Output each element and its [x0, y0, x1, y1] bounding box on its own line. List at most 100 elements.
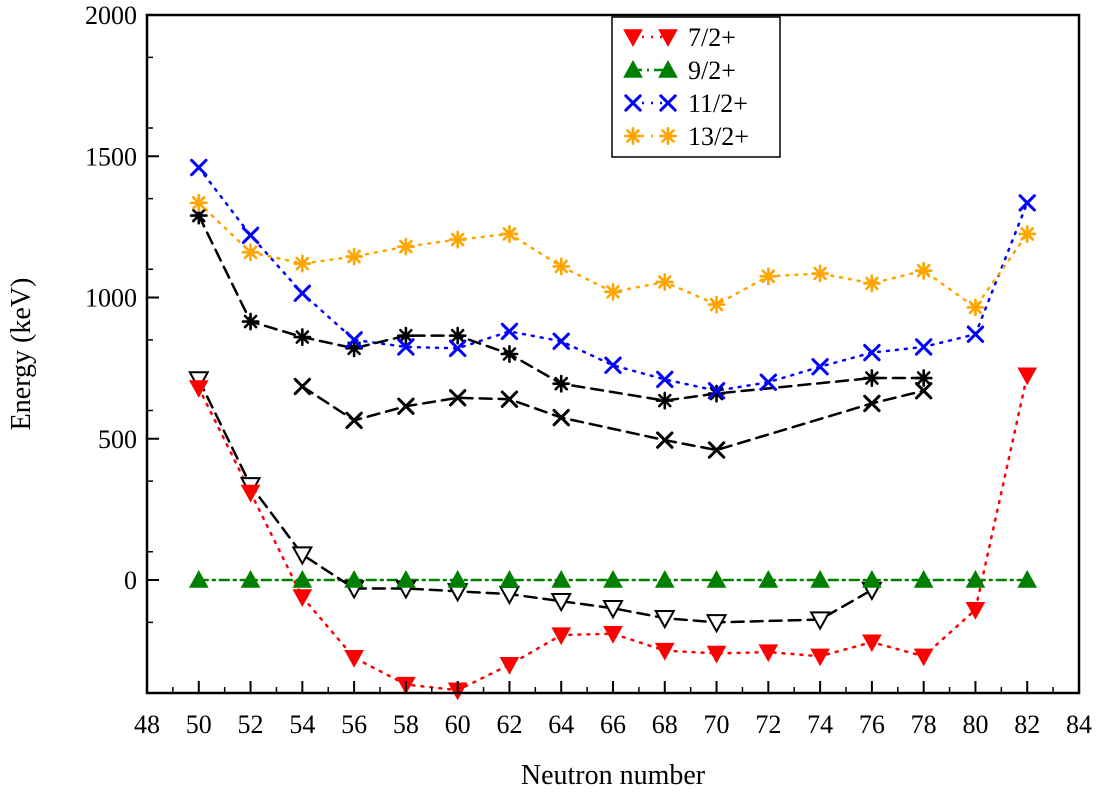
data-point-s1-12 [810, 569, 830, 588]
data-point-s4-9 [707, 384, 726, 403]
data-point-s0-11 [758, 644, 779, 663]
legend-marker-a-0 [623, 29, 643, 48]
data-point-s1-1 [240, 569, 261, 588]
y-tick-label-4: 2000 [85, 1, 137, 30]
data-point-s0-14 [913, 648, 934, 667]
legend-label-3: 13/2+ [688, 122, 749, 151]
data-point-s5-7 [707, 441, 726, 459]
data-point-s2-2 [293, 284, 312, 302]
x-tick-label-12: 72 [755, 710, 781, 739]
data-point-s3-6 [500, 224, 519, 243]
data-point-s3-16 [1018, 224, 1037, 243]
x-tick-label-1: 50 [186, 710, 212, 739]
x-tick-label-7: 62 [496, 710, 522, 739]
data-point-s3-14 [914, 261, 933, 280]
tick-labels-layer: 48 50 52 54 56 58 60 62 64 66 68 70 72 74 76 78 80 82 84 0 5… [85, 1, 1092, 739]
data-point-s5-4 [500, 390, 519, 408]
y-tick-label-0: 0 [124, 566, 137, 595]
legend-label-0: 7/2+ [688, 23, 736, 52]
legend-entries: 7/2+ 9/2+ 11/2+ 13/2+ [623, 23, 749, 151]
data-point-s1-6 [499, 569, 520, 588]
y-tick-label-1: 500 [98, 425, 137, 454]
y-axis-title: Energy (keV) [6, 278, 37, 431]
data-point-s2-3 [345, 331, 363, 349]
data-point-s2-12 [811, 358, 829, 376]
data-point-s2-9 [656, 370, 674, 389]
data-point-s0-1 [240, 484, 261, 503]
data-point-s6-11 [809, 611, 831, 631]
data-point-s2-13 [863, 343, 881, 362]
data-point-s5-5 [552, 408, 570, 427]
x-tick-label-10: 68 [652, 710, 678, 739]
data-point-s6-2 [291, 546, 314, 566]
data-point-s1-11 [758, 569, 779, 588]
data-point-s4-8 [655, 391, 674, 410]
data-point-s2-14 [914, 338, 933, 356]
data-point-s0-6 [499, 657, 520, 675]
data-point-s2-5 [448, 339, 467, 358]
data-point-s4-10 [862, 369, 881, 387]
data-point-s3-12 [811, 264, 830, 283]
data-point-s1-13 [862, 569, 882, 588]
x-tick-label-14: 76 [859, 710, 885, 739]
data-point-s3-2 [293, 254, 312, 273]
x-tick-label-5: 58 [393, 710, 419, 739]
y-tick-label-2: 1000 [85, 284, 137, 313]
legend-marker-a-3 [624, 127, 642, 145]
legend-marker-b-3 [659, 127, 677, 145]
data-point-s6-8 [602, 600, 624, 620]
legend-marker-b-0 [658, 29, 678, 48]
data-point-s6-10 [705, 614, 728, 634]
data-point-s1-16 [1017, 569, 1038, 588]
data-point-s3-0 [189, 193, 208, 212]
data-point-s0-0 [188, 380, 209, 398]
x-tick-label-4: 56 [341, 710, 367, 739]
data-point-s1-9 [654, 569, 675, 588]
data-point-s2-16 [1018, 194, 1036, 212]
data-point-s1-2 [292, 569, 313, 588]
data-point-s4-2 [293, 328, 312, 346]
data-point-s6-7 [550, 592, 572, 613]
legend-label-2: 11/2+ [688, 89, 748, 118]
x-tick-label-8: 64 [548, 710, 574, 739]
legend-marker-b-1 [658, 59, 678, 78]
data-point-s4-4 [396, 326, 415, 345]
data-point-s0-15 [965, 601, 986, 620]
data-point-s1-15 [965, 569, 986, 588]
x-tick-label-11: 70 [704, 710, 730, 739]
data-point-s3-4 [396, 237, 415, 256]
data-point-s1-14 [913, 569, 934, 588]
data-point-s5-2 [397, 397, 415, 415]
data-point-s2-8 [604, 356, 622, 374]
data-point-s3-13 [862, 274, 881, 293]
data-point-s3-11 [759, 267, 778, 286]
data-point-s2-6 [500, 322, 519, 341]
data-point-s3-5 [448, 230, 467, 249]
data-point-s0-9 [654, 642, 675, 661]
data-point-s4-1 [241, 312, 260, 331]
legend-marker-a-2 [624, 94, 642, 112]
x-tick-label-6: 60 [445, 710, 471, 739]
data-point-s5-9 [914, 382, 933, 400]
data-point-s1-0 [188, 569, 209, 588]
series-line-0 [197, 373, 1029, 692]
data-point-s2-10 [707, 382, 726, 400]
data-point-s1-10 [706, 569, 727, 588]
data-point-s1-8 [603, 569, 623, 588]
y-tick-label-3: 1500 [85, 142, 137, 171]
data-point-s3-8 [604, 282, 622, 301]
data-point-s3-10 [707, 295, 726, 314]
data-point-s2-4 [397, 338, 415, 356]
series-line-5 [301, 385, 925, 452]
legend-label-1: 9/2+ [688, 56, 736, 85]
data-point-s3-3 [345, 247, 364, 266]
data-point-s2-7 [552, 332, 570, 350]
data-point-s1-5 [447, 569, 468, 588]
data-point-s1-3 [344, 569, 364, 588]
ticks-layer [146, 14, 1080, 694]
series-line-4 [197, 214, 925, 402]
x-axis-title: Neutron number [521, 760, 706, 789]
data-point-s2-1 [241, 226, 260, 245]
